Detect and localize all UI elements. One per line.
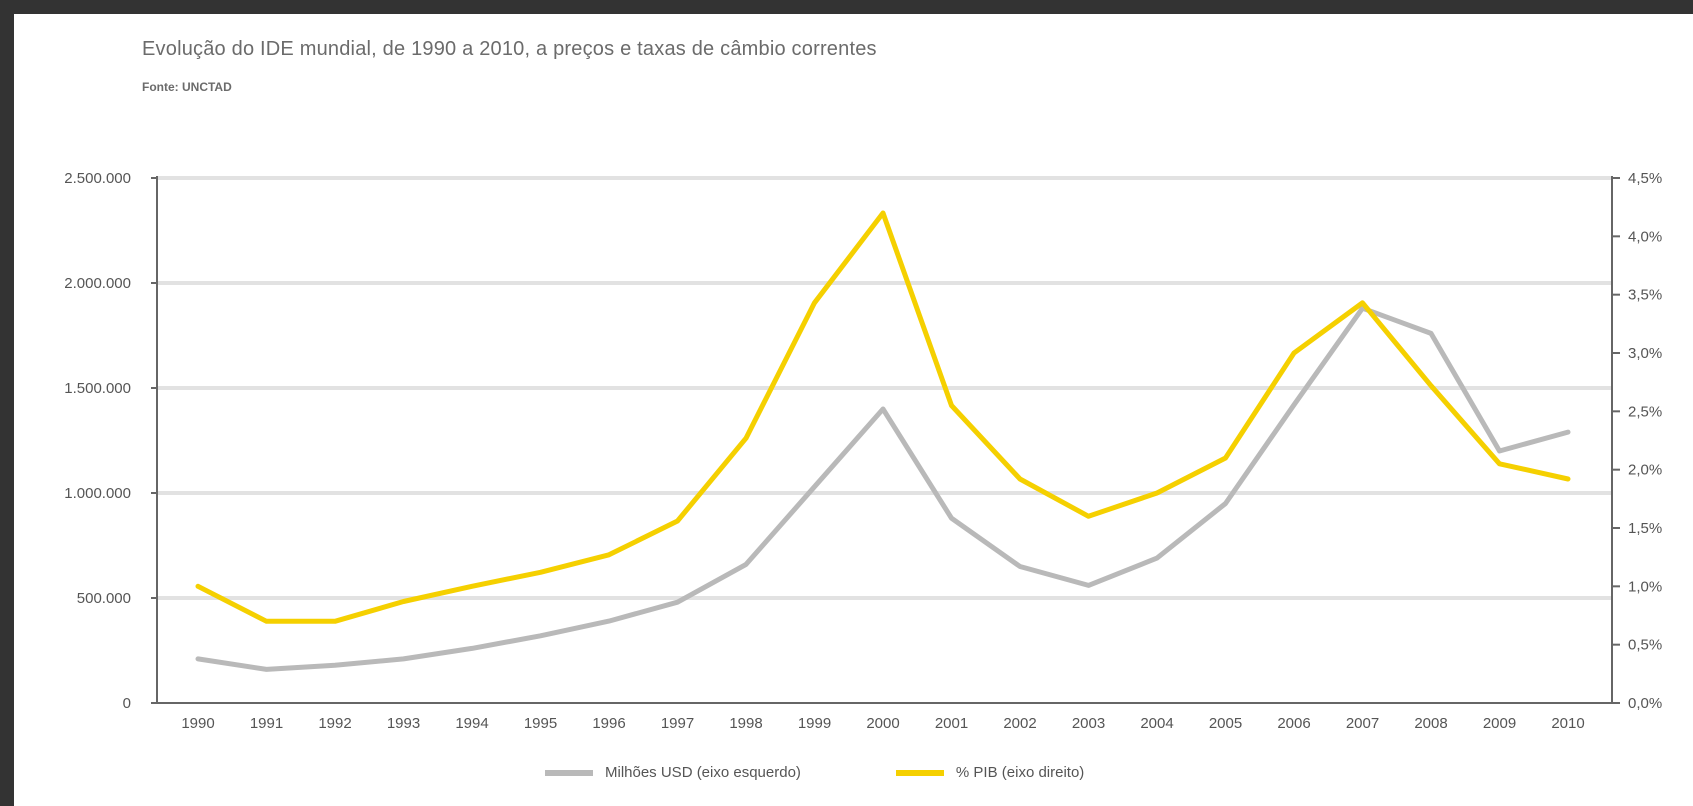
- chart-subtitle: Fonte: UNCTAD: [142, 80, 232, 94]
- x-tick-label: 2003: [1072, 715, 1105, 732]
- left-tick-label: 1.000.000: [64, 485, 131, 502]
- x-tick-label: 1993: [387, 715, 420, 732]
- legend-item-pib: % PIB (eixo direito): [895, 764, 1085, 781]
- left-tick-label: 2.000.000: [64, 275, 131, 292]
- x-tick-label: 1995: [524, 715, 557, 732]
- x-tick-label: 2007: [1346, 715, 1379, 732]
- legend-label-pib: % PIB (eixo direito): [955, 764, 1085, 781]
- right-tick-label: 0,5%: [1628, 637, 1662, 654]
- right-tick-label: 2,0%: [1628, 462, 1662, 479]
- legend-label-usd: Milhões USD (eixo esquerdo): [605, 764, 801, 781]
- right-tick-label: 0,0%: [1628, 695, 1662, 712]
- left-tick-label: 2.500.000: [64, 170, 131, 187]
- legend-swatch-usd: [545, 769, 593, 776]
- tick-labels: 0 500.000 1.000.000 1.500.000 2.000.000 2.500…: [64, 170, 1662, 732]
- axes: [151, 176, 1620, 704]
- x-tick-label: 1994: [455, 715, 488, 732]
- right-tick-label: 3,5%: [1628, 287, 1662, 304]
- right-tick-label: 4,0%: [1628, 228, 1662, 245]
- right-tick-label: 1,5%: [1628, 520, 1662, 537]
- x-tick-label: 1998: [729, 715, 762, 732]
- x-tick-label: 2009: [1483, 715, 1516, 732]
- right-tick-label: 4,5%: [1628, 170, 1662, 187]
- x-tick-label: 2002: [1003, 715, 1036, 732]
- grid-lines: [157, 176, 1612, 600]
- legend-swatch-pib: [895, 769, 944, 776]
- x-tick-label: 2006: [1277, 715, 1310, 732]
- series-lines: [195, 210, 1571, 672]
- x-tick-label: 1992: [318, 715, 351, 732]
- chart-title: Evolução do IDE mundial, de 1990 a 2010,…: [142, 38, 877, 60]
- x-tick-label: 1999: [798, 715, 831, 732]
- x-tick-label: 2004: [1140, 715, 1173, 732]
- left-tick-label: 0: [123, 695, 131, 712]
- right-tick-label: 1,0%: [1628, 578, 1662, 595]
- right-tick-label: 3,0%: [1628, 345, 1662, 362]
- left-tick-label: 500.000: [77, 590, 131, 607]
- x-tick-label: 1991: [250, 715, 283, 732]
- chart-legend: Milhões USD (eixo esquerdo) % PIB (eixo …: [545, 764, 1179, 781]
- x-tick-label: 2005: [1209, 715, 1242, 732]
- left-tick-label: 1.500.000: [64, 380, 131, 397]
- series-line-usd: [195, 305, 1571, 672]
- chart-panel: [14, 14, 1693, 806]
- x-tick-label: 2008: [1414, 715, 1447, 732]
- right-tick-label: 2,5%: [1628, 403, 1662, 420]
- legend-item-usd: Milhões USD (eixo esquerdo): [545, 764, 801, 781]
- x-tick-label: 2010: [1551, 715, 1584, 732]
- x-tick-label: 1996: [592, 715, 625, 732]
- x-tick-label: 1990: [181, 715, 214, 732]
- x-tick-label: 1997: [661, 715, 694, 732]
- x-tick-label: 2001: [935, 715, 968, 732]
- x-tick-label: 2000: [866, 715, 899, 732]
- series-line-pib: [195, 210, 1571, 624]
